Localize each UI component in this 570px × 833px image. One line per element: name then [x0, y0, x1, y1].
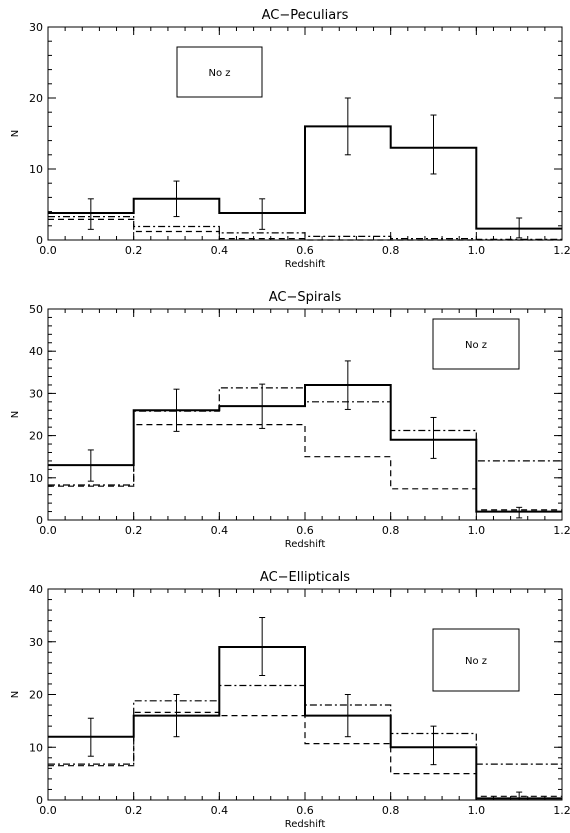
y-tick-label: 10: [29, 472, 43, 485]
chart-title: AC−Peculiars: [262, 8, 349, 23]
y-tick-label: 10: [29, 741, 43, 754]
x-tick-label: 0.6: [296, 244, 314, 257]
series-dashdot-line: [48, 684, 562, 765]
no-z-label: No z: [465, 340, 487, 351]
x-tick-label: 0.6: [296, 804, 314, 817]
x-tick-label: 0.8: [382, 524, 400, 537]
y-axis-label: N: [10, 411, 21, 418]
no-z-box: [432, 628, 520, 692]
x-tick-label: 0.0: [39, 244, 57, 257]
x-tick-label: 0.4: [211, 804, 229, 817]
x-axis-label: Redshift: [285, 819, 326, 830]
no-z-label: No z: [208, 68, 230, 79]
chart-title: AC−Ellipticals: [260, 570, 350, 585]
y-tick-label: 30: [29, 21, 43, 34]
series-dashed-line: [48, 711, 562, 797]
y-tick-label: 50: [29, 303, 43, 316]
no-z-label: No z: [465, 656, 487, 667]
x-tick-label: 0.0: [39, 804, 57, 817]
y-tick-label: 0: [36, 794, 43, 807]
x-tick-label: 1.0: [468, 244, 486, 257]
y-tick-label: 20: [29, 430, 43, 443]
x-tick-label: 0.8: [382, 244, 400, 257]
y-axis-label: N: [10, 691, 21, 698]
x-tick-label: 0.2: [125, 524, 143, 537]
y-tick-label: 40: [29, 583, 43, 596]
x-tick-label: 0.4: [211, 244, 229, 257]
x-axis-label: Redshift: [285, 259, 326, 270]
x-tick-label: 1.0: [468, 524, 486, 537]
chart-panel-2: AC−Spirals 0.0 0.2 0.4 0.6 0.8 1.0 1.2 0 10 20 30 40…: [10, 290, 570, 550]
x-tick-label: 1.0: [468, 804, 486, 817]
y-axis-label: N: [10, 130, 21, 137]
chart-panel-1: AC−Peculiars 0.0 0.2 0.4 0.6 0.8 1.0 1.2 0 10 20 30…: [10, 8, 570, 270]
chart-panel-3: AC−Ellipticals 0.0 0.2 0.4 0.6 0.8 1.0 1.2 0 10 20…: [10, 570, 570, 830]
x-tick-label: 0.4: [211, 524, 229, 537]
x-tick-label: 1.2: [553, 804, 570, 817]
x-tick-label: 0.2: [125, 804, 143, 817]
y-tick-label: 30: [29, 636, 43, 649]
y-tick-label: 40: [29, 345, 43, 358]
no-z-box: [432, 318, 520, 370]
y-tick-label: 20: [29, 689, 43, 702]
x-tick-label: 0.6: [296, 524, 314, 537]
x-tick-label: 0.2: [125, 244, 143, 257]
series-dashed-line: [48, 424, 562, 511]
x-tick-label: 1.2: [553, 524, 570, 537]
chart-title: AC−Spirals: [269, 290, 342, 305]
x-axis-label: Redshift: [285, 539, 326, 550]
x-tick-label: 0.8: [382, 804, 400, 817]
no-z-box: [176, 46, 263, 98]
series-solid-line: [48, 125, 562, 230]
y-tick-label: 0: [36, 514, 43, 527]
y-tick-label: 0: [36, 234, 43, 247]
y-tick-label: 30: [29, 387, 43, 400]
x-tick-label: 1.2: [553, 244, 570, 257]
y-tick-label: 10: [29, 163, 43, 176]
y-tick-label: 20: [29, 92, 43, 105]
series-dashdot-line: [48, 387, 562, 486]
x-tick-label: 0.0: [39, 524, 57, 537]
